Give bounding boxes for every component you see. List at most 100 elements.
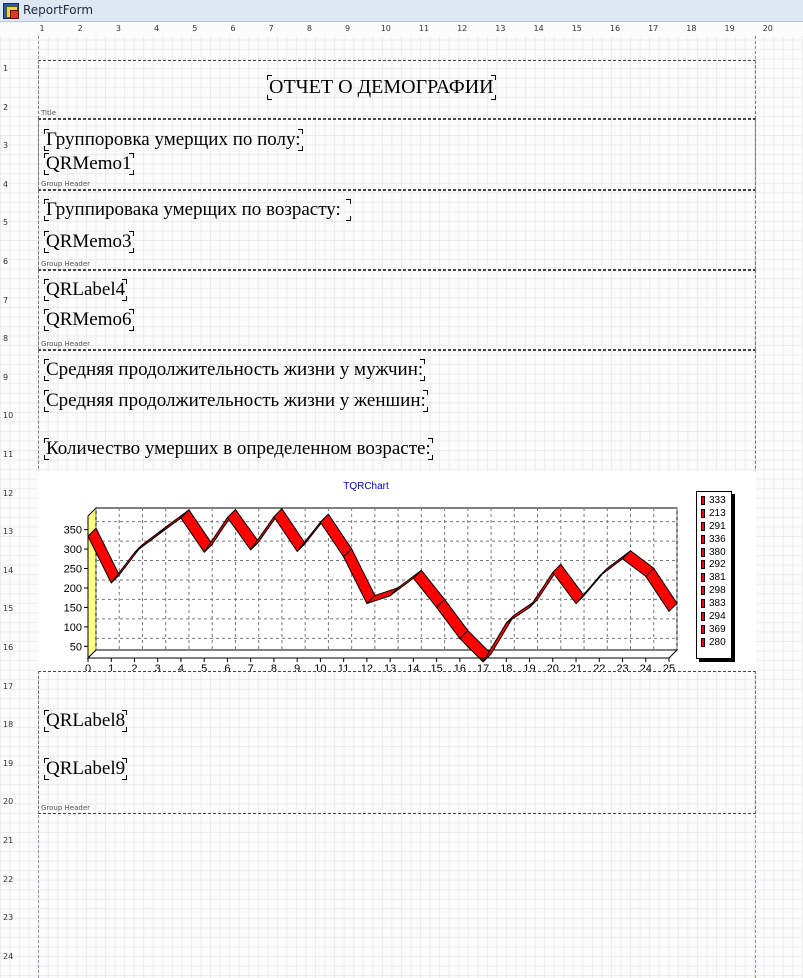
chart-x-tick-label: 19 [523,663,535,671]
ruler-v-tick: 1 [3,64,9,73]
report-title-text: ОТЧЕТ О ДЕМОГРАФИИ [269,76,494,98]
legend-item: 292 [701,558,731,571]
chart-x-tick-label: 24 [640,663,652,671]
legend-swatch [701,599,705,609]
chart-series-segment [645,567,678,613]
group-header-band-sex[interactable]: Группоровка умерщих по полу: QRMemo1 Gro… [38,119,756,190]
group-by-age-label[interactable]: Группировака умерщих по возрасту: [44,199,351,221]
legend-label: 381 [709,572,726,584]
ruler-h-tick: 15 [571,24,582,33]
ruler-h-tick: 9 [345,24,351,33]
chart-y-tick-label: 200 [64,583,82,595]
qrmemo1[interactable]: QRMemo1 [44,153,134,175]
qrmemo3[interactable]: QRMemo3 [44,231,134,253]
chart-y-tick-label: 100 [64,622,82,634]
group-by-age-text: Группировака умерщих по возрасту: [46,199,341,220]
ruler-h-tick: 7 [268,24,274,33]
male-life-expectancy-text: Средняя продолжительность жизни у мужчин… [46,359,424,380]
ruler-v-tick: 23 [3,913,14,923]
ruler-v-tick: 4 [3,179,9,189]
chart-x-tick-label: 21 [570,663,582,671]
chart-x-tick-label: 1 [108,663,114,671]
ruler-v-tick: 19 [3,758,14,768]
ruler-h-tick: 19 [724,24,735,33]
qrlabel8[interactable]: QRLabel8 [44,710,128,732]
legend-swatch [701,495,705,505]
ruler-v-tick: 18 [3,720,14,730]
chart-y-tick-label: 350 [64,525,82,537]
ruler-h-tick: 12 [457,24,468,33]
group-header-band-life[interactable]: Средняя продолжительность жизни у мужчин… [38,350,756,670]
ruler-v-tick: 10 [3,411,14,421]
app-icon [3,3,19,19]
ruler-h-tick: 2 [77,24,83,33]
chart-x-tick-label: 0 [85,663,91,671]
ruler-h-tick: 11 [418,24,430,33]
band-label-group5: Group Header [41,804,91,812]
ruler-v-tick: 2 [3,102,9,112]
deaths-by-age-text: Количество умерших в определенном возрас… [46,438,431,459]
deaths-by-age-label[interactable]: Количество умерших в определенном возрас… [44,438,433,460]
ruler-v-tick: 15 [3,604,14,614]
ruler-h-tick: 20 [762,24,773,33]
male-life-expectancy-label[interactable]: Средняя продолжительность жизни у мужчин… [44,359,426,381]
ruler-v-tick: 17 [3,681,14,691]
ruler-h-tick: 14 [533,24,544,33]
group-by-sex-text: Группоровка умерщих по полу: [46,129,301,150]
legend-swatch [701,586,705,596]
chart-x-tick-label: 22 [593,663,605,671]
chart-x-tick-label: 10 [314,663,326,671]
chart-x-tick-label: 8 [271,663,277,671]
legend-item: 294 [701,610,731,623]
qrlabel9[interactable]: QRLabel9 [44,758,128,780]
chart-y-tick-label: 150 [64,602,82,614]
ruler-v-tick: 20 [3,797,14,807]
chart-x-tick-label: 5 [201,663,207,671]
ruler-h-tick: 1 [39,24,45,33]
legend-label: 336 [709,533,726,545]
qrmemo6[interactable]: QRMemo6 [44,309,134,331]
ruler-v-tick: 24 [3,951,14,961]
ruler-v-tick: 5 [3,218,9,228]
group-header-band-3[interactable]: QRLabel4 QRMemo6 Group Header [38,270,756,350]
legend-item: 381 [701,571,731,584]
ruler-h-tick: 4 [154,24,160,33]
legend-item: 298 [701,584,731,597]
ruler-v-tick: 7 [3,295,9,305]
ruler-h-tick: 6 [230,24,236,33]
group-by-sex-label[interactable]: Группоровка умерщих по полу: [44,129,303,151]
chart-x-tick-label: 7 [248,663,254,671]
legend-swatch [701,521,705,531]
ruler-h-tick: 17 [648,24,659,33]
band-label-group3: Group Header [41,340,91,348]
chart-x-tick-label: 9 [294,663,300,671]
ruler-h-tick: 18 [686,24,697,33]
window-titlebar: ReportForm [0,0,803,22]
band-label-title: Title [41,109,57,117]
qrlabel4[interactable]: QRLabel4 [44,279,128,301]
legend-item: 213 [701,507,731,520]
female-life-expectancy-label[interactable]: Средняя продолжительность жизни у женшин… [44,390,428,412]
group-header-band-5[interactable]: QRLabel8 QRLabel9 Group Header [38,671,756,814]
title-band[interactable]: ОТЧЕТ О ДЕМОГРАФИИ Title [38,60,756,119]
legend-item: 369 [701,623,731,636]
report-title-label[interactable]: ОТЧЕТ О ДЕМОГРАФИИ [267,75,496,100]
legend-item: 380 [701,546,731,559]
chart-x-tick-label: 2 [131,663,137,671]
chart-x-tick-label: 25 [663,663,675,671]
group-header-band-age[interactable]: Группировака умерщих по возрасту: QRMemo… [38,190,756,270]
qrmemo3-text: QRMemo3 [46,231,132,252]
legend-label: 291 [709,520,726,532]
legend-swatch [701,611,705,621]
window-title: ReportForm [23,3,94,17]
legend-swatch [701,573,705,583]
ruler-h-tick: 10 [380,24,391,33]
ruler-v-tick: 12 [3,488,14,498]
tqrchart[interactable]: TQRChart 50 100 150 200 250 300 350 0 1 2 3 4 5 6 7 8 9 1… [38,471,756,671]
chart-x-tick-label: 13 [384,663,396,671]
band-label-group2: Group Header [41,260,91,268]
ruler-h-tick: 5 [192,24,198,33]
ruler-h-tick: 3 [115,24,121,33]
